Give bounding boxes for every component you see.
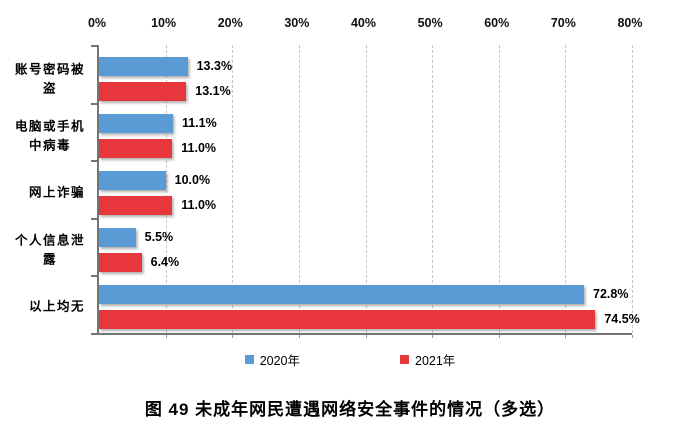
bar-2020年 [99,171,166,190]
category-labels: 账号密码被 盗电脑或手机 中病毒网上诈骗个人信息泄 露以上均无 [0,45,91,333]
bar-2021年 [99,139,173,158]
bar-2021年 [99,196,173,215]
bar-value-label: 11.1% [181,116,217,130]
x-axis-tick [498,335,500,338]
legend-item: 2020年 [244,350,300,369]
legend: 2020年 2021年 [0,350,700,369]
bar-value-label: 5.5% [144,230,174,244]
legend-swatch [244,355,254,364]
plot-area: 13.3% 13.1% 11.1% 11.0% 10.0% 11.0% 5.5% 6.4% 72… [91,45,640,338]
x-tick-label: 40% [350,16,377,30]
category-label: 以上均无 [0,298,85,317]
category-label-text: 网上诈骗 [28,185,85,200]
x-tick-label: 20% [217,16,243,30]
category-label-text: 电脑或手机 中病毒 [14,119,85,152]
bar-value-label: 13.1% [195,84,231,98]
x-axis: 0% 10% 20% 30% 40% 50% 60% 70% 80% [88,16,643,32]
y-axis-tick [91,102,97,105]
gridline [632,45,633,333]
x-tick-label: 80% [617,16,643,30]
x-axis-tick [165,335,167,338]
x-axis-tick [632,335,633,338]
bar-2021年 [99,82,187,101]
bar-2020年 [99,285,585,304]
bar-value-label: 11.0% [181,141,217,155]
bar-group: 13.3% 13.1% [99,57,632,101]
gridline [432,45,434,333]
gridline [498,45,500,333]
bar-group: 11.1% 11.0% [99,114,632,158]
y-axis-tick [91,45,97,47]
bar-2021年 [99,310,596,329]
bar-2020年 [99,114,173,133]
category-label: 网上诈骗 [0,184,85,203]
y-axis-tick [91,275,97,278]
bar-2020年 [99,57,188,76]
bar-group: 10.0% 11.0% [99,171,632,215]
bar-group: 5.5% 6.4% [99,228,632,272]
category-label-text: 个人信息泄 露 [14,233,85,266]
legend-label: 2020年 [259,354,300,368]
x-tick-label: 60% [484,16,510,30]
x-axis-tick [432,335,434,338]
x-axis-tick [565,335,567,338]
x-axis-tick [232,335,234,338]
x-tick-label: 0% [87,16,107,30]
x-tick-label: 30% [284,16,310,30]
caption: 图 49 未成年网民遭遇网络安全事件的情况（多选） [144,400,556,419]
category-label: 账号密码被 盗 [0,60,85,98]
y-axis-tick [91,160,97,163]
legend-label: 2021年 [415,354,456,368]
gridline [232,45,234,333]
x-tick-label: 50% [417,16,443,30]
x-axis-tick [365,335,367,338]
x-tick-label: 10% [151,16,177,30]
gridline [165,45,167,333]
category-label: 电脑或手机 中病毒 [0,117,85,155]
category-label-text: 以上均无 [28,299,85,314]
gridline [565,45,567,333]
x-tick-label: 70% [550,16,576,30]
bar-value-label: 13.3% [196,59,233,73]
bar-2020年 [99,228,136,247]
bar-value-label: 6.4% [150,255,180,269]
bar-value-label: 10.0% [174,173,211,187]
bar-value-label: 72.8% [593,287,629,301]
legend-item: 2021年 [400,350,455,369]
bar-value-label: 74.5% [604,312,640,326]
gridline [365,45,367,333]
category-label: 个人信息泄 露 [0,231,85,269]
category-label-text: 账号密码被 盗 [14,62,85,95]
bar-group: 72.8% 74.5% [99,285,640,329]
y-axis-tick [91,333,97,335]
gridline [298,45,300,333]
bar-value-label: 11.0% [181,198,217,212]
legend-swatch [400,355,409,364]
y-axis-tick [91,217,97,220]
x-axis-tick [298,335,300,338]
bar-2021年 [99,253,142,272]
